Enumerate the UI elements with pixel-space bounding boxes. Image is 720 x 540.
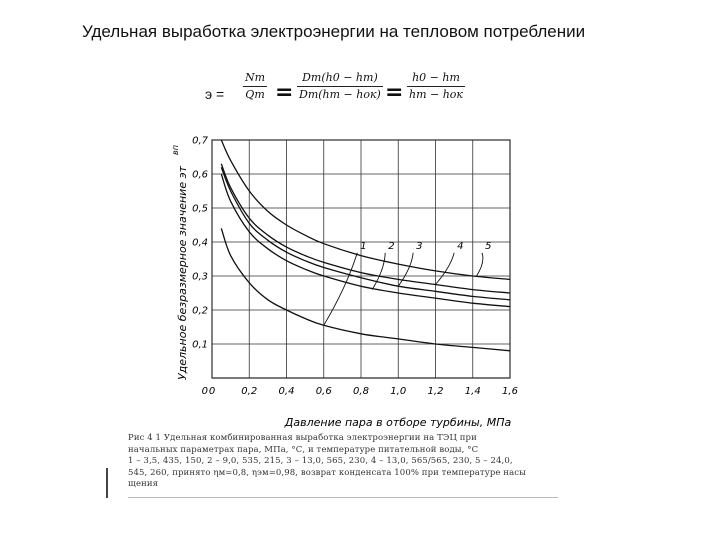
equals-sign-1: = bbox=[275, 80, 294, 105]
fraction-1-denominator: Qт bbox=[245, 88, 265, 101]
x-tick-label: 0 bbox=[209, 386, 215, 397]
x-tick-label: 0,8 bbox=[353, 386, 369, 397]
y-tick-label: 0,1 bbox=[192, 340, 208, 351]
grid bbox=[211, 139, 511, 379]
caption-line: 545, 260, принято ηм=0,8, ηэм=0,98, возв… bbox=[128, 467, 526, 478]
series-layer bbox=[220, 139, 511, 352]
formula-lhs: э = bbox=[205, 86, 225, 102]
leader-layer: 1 2 3 4 5 bbox=[323, 241, 491, 326]
y-tick-label: 0,3 bbox=[192, 272, 208, 283]
y-tick-label: 0,6 bbox=[192, 170, 208, 181]
formula: э = Nт Qт = Dт(h0 − hт) Dт(hт − hок) = h… bbox=[205, 70, 475, 120]
y-axis-label-superscript: вп bbox=[171, 145, 180, 155]
series-line-4 bbox=[220, 163, 511, 294]
series-label: 2 bbox=[388, 241, 394, 252]
fraction-1-numerator: Nт bbox=[243, 70, 268, 87]
series-line-1 bbox=[220, 228, 511, 352]
series-label: 1 bbox=[360, 241, 366, 252]
fraction-2-denominator: Dт(hт − hок) bbox=[299, 88, 381, 101]
equals-sign-2: = bbox=[385, 80, 404, 105]
formula-fraction-2: Dт(h0 − hт) Dт(hт − hок) bbox=[297, 70, 383, 103]
tick-labels: 0 0,2 0,4 0,6 0,8 1,0 1,2 1,4 1,6 0,1 0,2 0,3 0,4 0,5… bbox=[192, 136, 518, 398]
x-tick-label: 1,4 bbox=[465, 386, 481, 397]
formula-fraction-3: h0 − hт hт − hок bbox=[407, 70, 466, 103]
series-label: 3 bbox=[416, 241, 422, 252]
leader-line bbox=[476, 252, 484, 277]
series-label: 5 bbox=[485, 241, 491, 252]
series-line-5 bbox=[220, 139, 511, 281]
caption-line: Рис 4 1 Удельная комбинированная выработ… bbox=[128, 433, 477, 443]
chart: 1 2 3 4 5 0 0,2 0,4 0,6 0,8 1,0 1,2 1,4 1,6 0,1 0,2 0,3… bbox=[150, 128, 570, 430]
x-tick-label: 0,2 bbox=[241, 386, 257, 397]
y-tick-label: 0,7 bbox=[192, 136, 209, 147]
x-tick-label: 1,0 bbox=[390, 386, 406, 397]
figure-caption: Рис 4 1 Удельная комбинированная выработ… bbox=[128, 433, 568, 491]
y-tick-label: 0,2 bbox=[192, 306, 208, 317]
x-tick-label: 1,6 bbox=[502, 386, 518, 397]
divider bbox=[128, 497, 558, 498]
caption-line: 1 – 3,5, 435, 150, 2 – 9,0, 535, 215, 3 … bbox=[128, 456, 513, 466]
y-tick-label: 0,5 bbox=[192, 204, 208, 215]
x-tick-label: 0,4 bbox=[279, 386, 295, 397]
leader-line bbox=[323, 252, 358, 326]
x-tick-label: 1,2 bbox=[428, 386, 444, 397]
x-axis-label: Давление пара в отборе турбины, МПа bbox=[284, 416, 512, 428]
leader-line bbox=[435, 252, 455, 285]
slide-title: Удельная выработка электроэнергии на теп… bbox=[82, 22, 586, 41]
fraction-3-denominator: hт − hок bbox=[409, 88, 464, 101]
scan-margin-mark bbox=[106, 468, 108, 498]
fraction-3-numerator: h0 − hт bbox=[407, 70, 466, 87]
fraction-2-numerator: Dт(h0 − hт) bbox=[297, 70, 383, 87]
chart-svg: 1 2 3 4 5 0 0,2 0,4 0,6 0,8 1,0 1,2 1,4 1,6 0,1 0,2 0,3… bbox=[171, 136, 518, 430]
series-line-3 bbox=[220, 166, 511, 301]
leader-line bbox=[397, 252, 414, 287]
caption-line: начальных параметрах пара, МПа, °С, и те… bbox=[128, 444, 479, 455]
series-line-2 bbox=[220, 173, 511, 308]
caption-line: щения bbox=[128, 479, 159, 489]
y-axis-label: Удельное безразмерное значение эт bbox=[176, 165, 189, 380]
origin-tick-label: 0 bbox=[202, 386, 208, 397]
x-tick-label: 0,6 bbox=[316, 386, 332, 397]
leader-line bbox=[371, 252, 386, 290]
formula-fraction-1: Nт Qт bbox=[243, 70, 268, 103]
series-label: 4 bbox=[457, 241, 463, 252]
y-tick-label: 0,4 bbox=[192, 238, 208, 249]
